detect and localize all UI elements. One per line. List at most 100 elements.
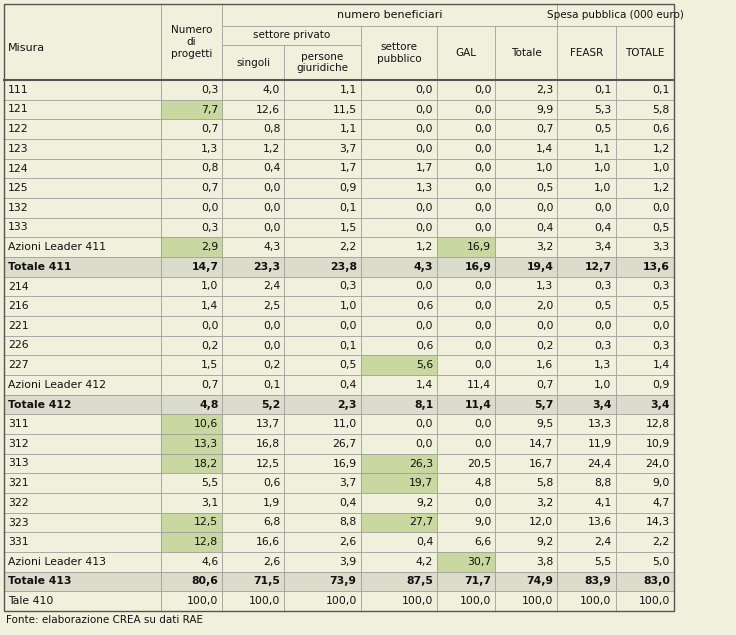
Bar bbox=[222, 198, 284, 218]
Bar bbox=[4, 178, 160, 198]
Text: 0,0: 0,0 bbox=[263, 340, 280, 351]
Text: 3,1: 3,1 bbox=[201, 498, 219, 508]
Text: 12,6: 12,6 bbox=[256, 105, 280, 114]
Bar bbox=[615, 572, 673, 591]
Text: 0,4: 0,4 bbox=[339, 380, 357, 390]
Bar bbox=[160, 552, 222, 572]
Text: 100,0: 100,0 bbox=[522, 596, 553, 606]
Bar bbox=[557, 26, 615, 80]
Bar bbox=[557, 80, 615, 100]
Text: 0,3: 0,3 bbox=[594, 281, 612, 291]
Text: 23,8: 23,8 bbox=[330, 262, 357, 272]
Bar bbox=[615, 257, 673, 277]
Text: 2,2: 2,2 bbox=[653, 537, 670, 547]
Bar bbox=[4, 395, 160, 414]
Text: 0,0: 0,0 bbox=[474, 419, 492, 429]
Bar bbox=[361, 139, 437, 159]
Bar bbox=[222, 159, 284, 178]
Bar bbox=[222, 453, 284, 473]
Bar bbox=[284, 453, 361, 473]
Text: 0,7: 0,7 bbox=[536, 380, 553, 390]
Text: 313: 313 bbox=[8, 458, 29, 469]
Text: 0,3: 0,3 bbox=[652, 281, 670, 291]
Text: 0,0: 0,0 bbox=[474, 281, 492, 291]
Text: settore privato: settore privato bbox=[253, 30, 330, 41]
Text: 19,7: 19,7 bbox=[409, 478, 434, 488]
Bar bbox=[160, 414, 222, 434]
Bar bbox=[222, 572, 284, 591]
Bar bbox=[222, 277, 284, 297]
Bar bbox=[160, 532, 222, 552]
Text: 0,0: 0,0 bbox=[474, 498, 492, 508]
Bar bbox=[615, 277, 673, 297]
Text: 16,9: 16,9 bbox=[464, 262, 492, 272]
Text: 9,2: 9,2 bbox=[416, 498, 434, 508]
Bar bbox=[437, 493, 495, 512]
Text: 2,3: 2,3 bbox=[337, 399, 357, 410]
Text: 0,1: 0,1 bbox=[652, 85, 670, 95]
Bar bbox=[284, 237, 361, 257]
Text: 12,5: 12,5 bbox=[194, 518, 219, 528]
Bar bbox=[160, 198, 222, 218]
Bar bbox=[284, 434, 361, 453]
Bar bbox=[437, 277, 495, 297]
Text: 0,0: 0,0 bbox=[263, 183, 280, 193]
Text: 0,3: 0,3 bbox=[594, 340, 612, 351]
Text: 323: 323 bbox=[8, 518, 29, 528]
Bar bbox=[361, 257, 437, 277]
Text: 226: 226 bbox=[8, 340, 29, 351]
Text: 13,7: 13,7 bbox=[256, 419, 280, 429]
Text: 1,6: 1,6 bbox=[536, 360, 553, 370]
Text: 2,0: 2,0 bbox=[536, 301, 553, 311]
Bar bbox=[615, 119, 673, 139]
Bar bbox=[361, 473, 437, 493]
Bar bbox=[557, 100, 615, 119]
Bar bbox=[222, 532, 284, 552]
Bar bbox=[557, 159, 615, 178]
Bar bbox=[361, 336, 437, 356]
Bar bbox=[437, 218, 495, 237]
Text: 0,0: 0,0 bbox=[474, 360, 492, 370]
Bar bbox=[284, 198, 361, 218]
Text: Azioni Leader 411: Azioni Leader 411 bbox=[8, 242, 106, 252]
Text: 0,4: 0,4 bbox=[339, 498, 357, 508]
Text: 24,4: 24,4 bbox=[587, 458, 612, 469]
Text: 0,7: 0,7 bbox=[201, 183, 219, 193]
Text: 0,0: 0,0 bbox=[416, 281, 434, 291]
Text: 83,9: 83,9 bbox=[584, 577, 612, 587]
Bar bbox=[557, 591, 615, 611]
Bar bbox=[361, 356, 437, 375]
Bar bbox=[4, 119, 160, 139]
Text: Numero
di
progetti: Numero di progetti bbox=[171, 25, 212, 58]
Text: 0,0: 0,0 bbox=[474, 105, 492, 114]
Bar bbox=[437, 297, 495, 316]
Bar bbox=[284, 100, 361, 119]
Text: 2,4: 2,4 bbox=[594, 537, 612, 547]
Text: 331: 331 bbox=[8, 537, 29, 547]
Bar bbox=[437, 473, 495, 493]
Text: numero beneficiari: numero beneficiari bbox=[337, 10, 442, 20]
Text: 0,1: 0,1 bbox=[263, 380, 280, 390]
Bar bbox=[557, 414, 615, 434]
Text: 4,0: 4,0 bbox=[263, 85, 280, 95]
Text: 0,3: 0,3 bbox=[201, 222, 219, 232]
Bar bbox=[284, 159, 361, 178]
Bar bbox=[361, 395, 437, 414]
Text: 1,0: 1,0 bbox=[594, 380, 612, 390]
Bar bbox=[361, 572, 437, 591]
Text: 8,8: 8,8 bbox=[594, 478, 612, 488]
Bar bbox=[160, 237, 222, 257]
Bar bbox=[495, 218, 557, 237]
Bar bbox=[4, 4, 160, 80]
Bar bbox=[495, 159, 557, 178]
Text: 0,9: 0,9 bbox=[339, 183, 357, 193]
Bar bbox=[284, 297, 361, 316]
Text: 0,0: 0,0 bbox=[652, 203, 670, 213]
Text: 5,5: 5,5 bbox=[594, 557, 612, 567]
Bar bbox=[615, 434, 673, 453]
Bar bbox=[437, 395, 495, 414]
Bar bbox=[495, 356, 557, 375]
Bar bbox=[160, 80, 222, 100]
Bar bbox=[361, 552, 437, 572]
Bar bbox=[160, 336, 222, 356]
